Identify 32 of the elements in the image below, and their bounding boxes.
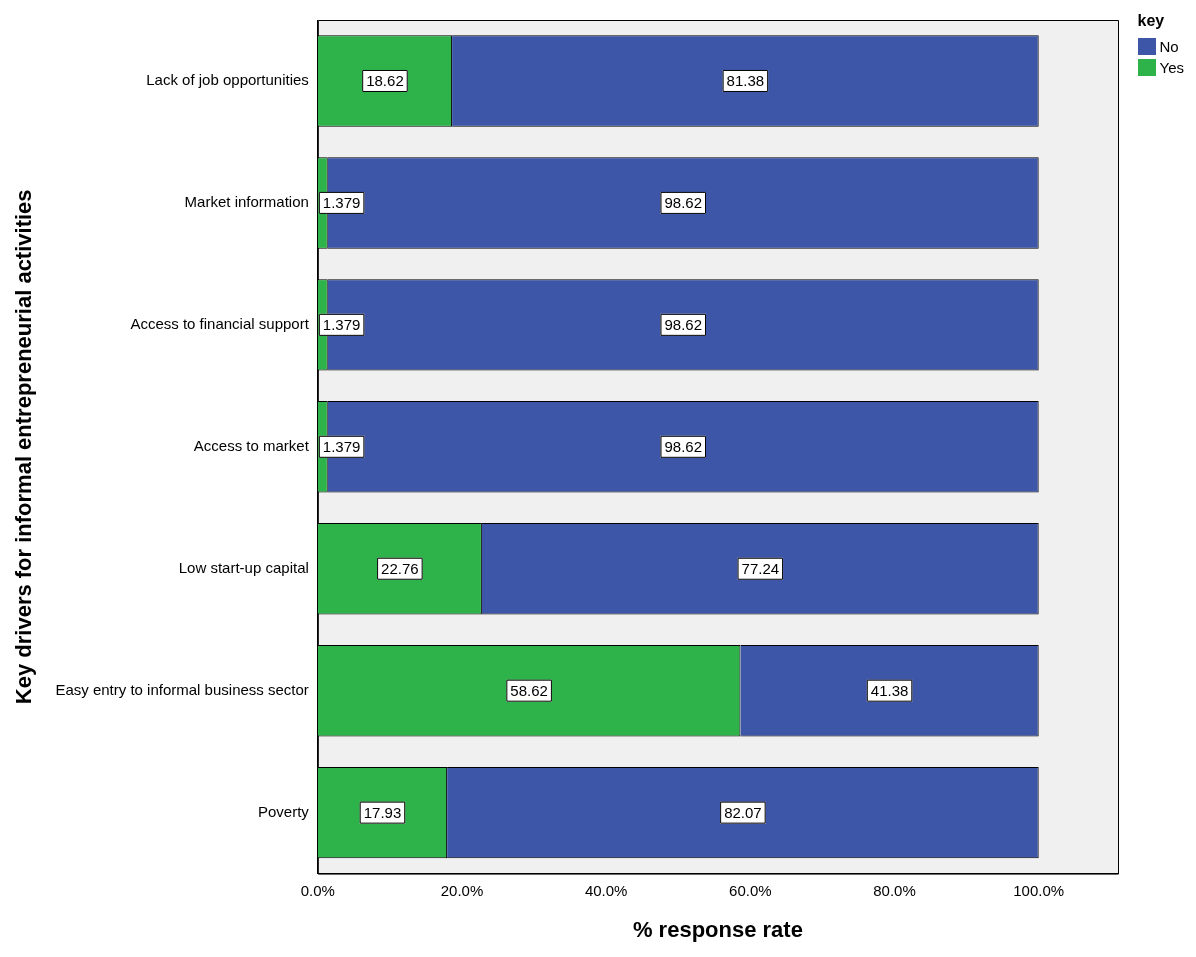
data-label: 58.62	[510, 681, 548, 699]
x-tick-label: 100.0%	[1013, 881, 1065, 899]
y-tick-label: Lack of job opportunities	[146, 71, 309, 89]
data-label: 1.379	[322, 437, 361, 455]
x-tick-label: 0.0%	[300, 881, 335, 899]
y-tick-label: Market information	[184, 193, 309, 211]
y-tick-label: Poverty	[257, 802, 310, 820]
y-tick-label: Access to market	[193, 436, 310, 454]
legend-label: No	[1159, 38, 1179, 55]
data-label: 81.38	[726, 72, 765, 90]
y-tick-label: Low start-up capital	[178, 558, 309, 576]
data-label: 18.62	[366, 72, 404, 90]
data-label: 17.93	[363, 803, 402, 821]
data-label: 41.38	[870, 681, 909, 699]
x-tick-label: 60.0%	[729, 881, 772, 899]
x-tick-label: 80.0%	[873, 881, 916, 899]
data-label: 1.379	[322, 194, 361, 212]
y-axis-title: Key drivers for informal entrepreneurial activities	[11, 189, 37, 705]
data-label: 98.62	[664, 316, 703, 333]
x-axis-title: % response rate	[632, 916, 803, 942]
data-label: 1.379	[322, 316, 361, 333]
y-tick-label: Easy entry to informal business sector	[55, 680, 309, 698]
legend-title: key	[1137, 12, 1166, 30]
y-tick-label: Access to financial support	[130, 315, 310, 332]
legend-label: Yes	[1159, 59, 1184, 76]
data-label: 98.62	[664, 437, 703, 455]
data-label: 22.76	[381, 559, 419, 577]
data-label: 82.07	[724, 803, 762, 821]
x-tick-label: 20.0%	[440, 881, 484, 899]
x-tick-label: 40.0%	[584, 881, 628, 899]
data-label: 77.24	[741, 559, 780, 577]
data-label: 98.62	[664, 194, 703, 212]
